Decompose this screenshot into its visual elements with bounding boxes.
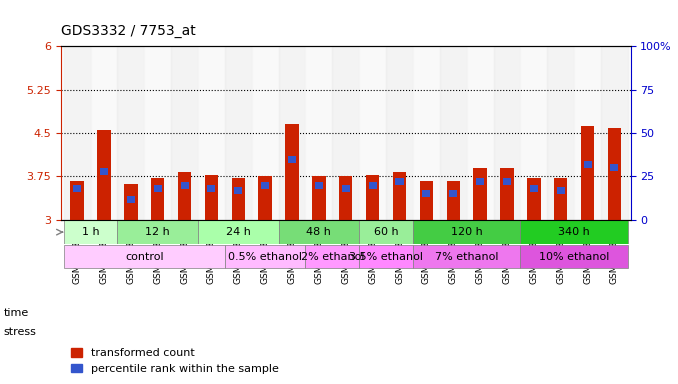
Bar [601,46,628,220]
Bar [154,185,162,192]
Bar [447,180,460,220]
Bar [369,182,377,189]
FancyBboxPatch shape [117,220,198,244]
Text: 10% ethanol: 10% ethanol [539,252,610,262]
Bar [440,46,466,220]
Bar [144,46,171,220]
Bar [581,126,595,220]
Bar [127,195,135,202]
Bar [64,46,91,220]
Text: 3.5% ethanol: 3.5% ethanol [349,252,423,262]
FancyBboxPatch shape [225,245,306,268]
Bar [285,124,299,220]
Bar [124,184,138,220]
Bar [91,46,117,220]
Text: 48 h: 48 h [306,227,332,237]
FancyBboxPatch shape [521,220,628,244]
FancyBboxPatch shape [64,220,117,244]
Text: 120 h: 120 h [451,227,483,237]
Bar [207,185,216,192]
Bar [205,175,218,220]
Bar [393,172,406,220]
Bar [198,46,225,220]
Bar [342,185,350,192]
Bar [500,168,514,220]
FancyBboxPatch shape [306,245,359,268]
Bar [315,182,323,189]
Bar [312,177,325,220]
Bar [607,128,621,220]
Bar [279,46,306,220]
Bar [521,46,547,220]
Bar [466,46,494,220]
Text: 12 h: 12 h [145,227,170,237]
Bar [450,190,457,197]
Bar [225,46,252,220]
Text: 2% ethanol: 2% ethanol [300,252,364,262]
Bar [73,185,81,192]
Bar [476,178,484,185]
Text: GDS3332 / 7753_at: GDS3332 / 7753_at [61,24,196,38]
Bar [339,177,353,220]
Bar [178,172,191,220]
Bar [422,190,431,197]
Text: control: control [125,252,163,262]
FancyBboxPatch shape [413,220,521,244]
Text: 24 h: 24 h [226,227,251,237]
Bar [530,185,538,192]
Bar [235,187,242,194]
Bar [413,46,440,220]
Bar [332,46,359,220]
Bar [258,177,272,220]
Text: 0.5% ethanol: 0.5% ethanol [228,252,302,262]
Text: time: time [3,308,28,318]
FancyBboxPatch shape [198,220,279,244]
Text: 60 h: 60 h [374,227,399,237]
FancyBboxPatch shape [64,245,225,268]
Bar [252,46,279,220]
Bar [547,46,574,220]
Bar [232,178,245,220]
Bar [554,178,567,220]
Bar [503,178,511,185]
FancyBboxPatch shape [279,220,359,244]
Bar [366,175,380,220]
Bar [386,46,413,220]
FancyBboxPatch shape [521,245,628,268]
Bar [71,180,84,220]
Bar [610,164,618,171]
Bar [171,46,198,220]
Bar [100,168,108,175]
Bar [557,187,565,194]
Bar [180,182,188,189]
Text: 1 h: 1 h [82,227,100,237]
Bar [97,130,111,220]
Text: stress: stress [3,327,36,337]
Bar [288,156,296,162]
Bar [420,180,433,220]
Bar [359,46,386,220]
Bar [494,46,521,220]
Text: 7% ethanol: 7% ethanol [435,252,498,262]
Legend: transformed count, percentile rank within the sample: transformed count, percentile rank withi… [66,344,283,379]
FancyBboxPatch shape [359,220,413,244]
Bar [473,168,487,220]
Bar [584,161,592,168]
Bar [527,178,540,220]
FancyBboxPatch shape [359,245,413,268]
Bar [151,178,165,220]
Bar [306,46,332,220]
FancyBboxPatch shape [413,245,521,268]
Bar [574,46,601,220]
Bar [261,182,269,189]
Bar [395,178,403,185]
Bar [117,46,144,220]
Text: 340 h: 340 h [558,227,590,237]
